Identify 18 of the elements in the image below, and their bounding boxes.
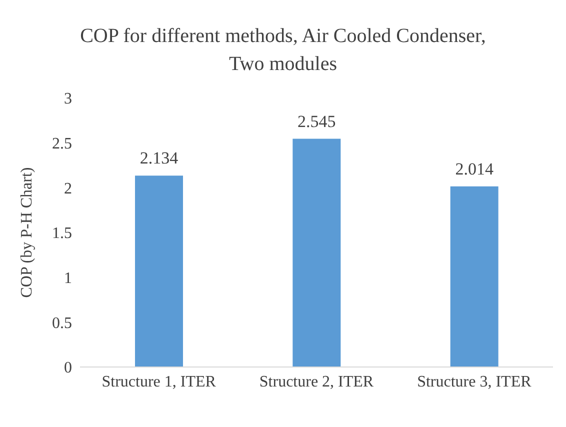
data-label: 2.134 [140, 148, 179, 168]
y-tick-label: 1.5 [52, 225, 72, 242]
bar [135, 176, 183, 367]
y-tick-label: 2 [64, 180, 72, 198]
bar [450, 186, 498, 367]
x-tick-label: Structure 3, ITER [417, 373, 532, 390]
x-tick-label: Structure 1, ITER [102, 373, 216, 390]
chart-title: COP for different methods, Air Cooled Condenser, Two modules [79, 24, 487, 77]
data-label: 2.545 [298, 112, 336, 131]
y-axis-title: COP (by P-H Chart) [18, 167, 36, 298]
data-label: 2.014 [455, 159, 494, 178]
y-tick-label: 0.5 [52, 314, 72, 332]
x-tick-label: Structure 2, ITER [259, 373, 374, 390]
y-tick-label: 3 [64, 90, 72, 108]
bar [292, 138, 341, 367]
y-tick-label: 1 [64, 270, 72, 288]
y-tick-label: 2.5 [52, 136, 72, 153]
y-tick-label: 0 [64, 360, 72, 377]
